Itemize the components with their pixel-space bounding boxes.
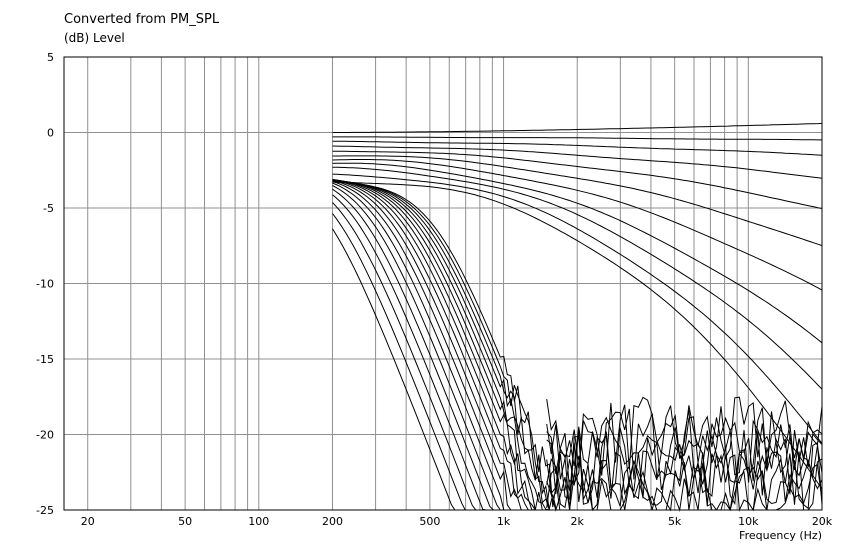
series-line	[332, 180, 512, 511]
series-line	[332, 159, 823, 291]
series-line	[332, 182, 505, 511]
series-line	[332, 179, 543, 511]
series-line	[332, 150, 823, 209]
series-line	[546, 451, 823, 512]
series-line	[332, 228, 456, 511]
series-line	[332, 179, 536, 511]
series-line	[546, 434, 823, 510]
series-line	[332, 136, 822, 141]
y-tick-label: 0	[47, 127, 54, 140]
series-line	[332, 166, 823, 390]
series-line	[332, 180, 557, 511]
series-line	[332, 194, 487, 511]
series-line	[546, 396, 823, 472]
series-line	[332, 179, 536, 511]
x-tick-label: 20	[81, 515, 95, 528]
y-tick-label: 5	[47, 51, 54, 64]
y-tick-label: -25	[36, 504, 54, 517]
series-line	[332, 140, 823, 156]
series-line	[332, 179, 529, 511]
series-line	[332, 185, 501, 511]
series-line	[332, 202, 477, 511]
x-tick-label: 500	[419, 515, 440, 528]
series-line	[332, 145, 823, 179]
plot-frame	[63, 56, 823, 511]
series-line	[332, 181, 823, 490]
series-line	[546, 427, 823, 500]
x-tick-label: 20k	[812, 515, 833, 528]
x-tick-label: 200	[322, 515, 343, 528]
x-axis-label: Frequency (Hz)	[739, 529, 822, 542]
y-tick-label: -10	[36, 278, 54, 291]
y-tick-label: -20	[36, 429, 54, 442]
x-tick-label: 10k	[738, 515, 759, 528]
y-axis-label: (dB) Level	[64, 31, 125, 45]
x-tick-label: 50	[178, 515, 192, 528]
series-line	[332, 188, 494, 511]
series-line	[546, 406, 823, 482]
series-line	[332, 179, 522, 511]
series-line	[332, 179, 550, 511]
series-line	[332, 122, 823, 133]
series-line	[332, 162, 823, 344]
x-tick-label: 5k	[668, 515, 682, 528]
chart-title: Converted from PM_SPL	[64, 12, 220, 27]
x-tick-label: 100	[248, 515, 269, 528]
series-line	[332, 173, 823, 444]
y-tick-label: -15	[36, 353, 54, 366]
x-tick-label: 1k	[497, 515, 511, 528]
y-tick-label: -5	[43, 202, 54, 215]
series-line	[332, 155, 823, 247]
series-line	[332, 181, 561, 511]
grid	[64, 56, 823, 511]
x-tick-label: 2k	[571, 515, 585, 528]
series-line	[332, 213, 466, 511]
